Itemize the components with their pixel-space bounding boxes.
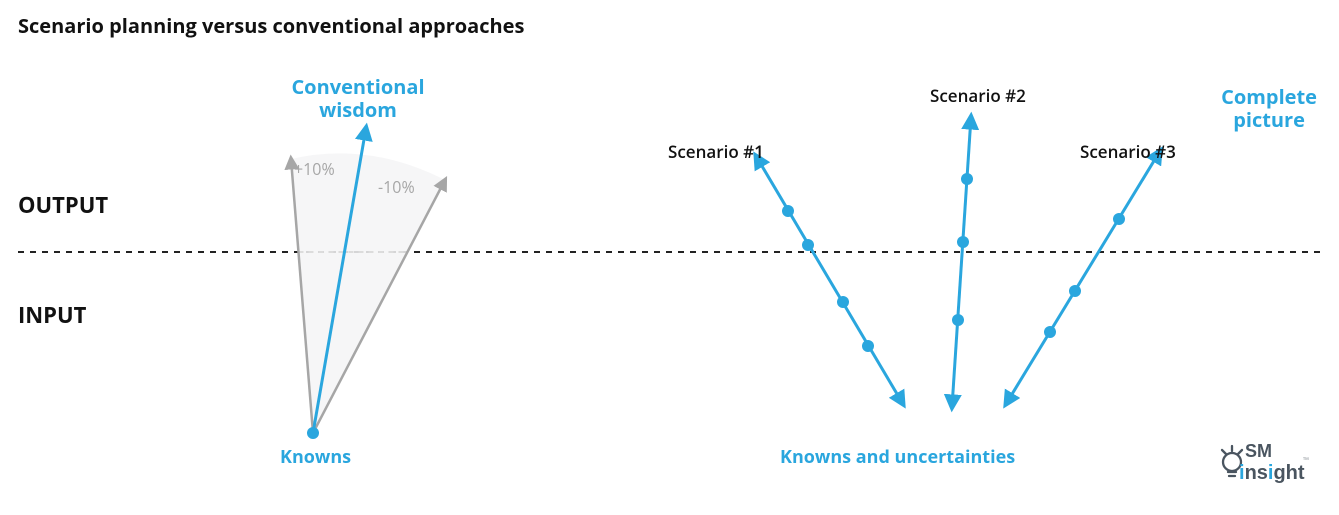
scenario-1-dot-3 [802,239,814,251]
minus10-label: -10% [378,176,415,198]
svg-text:™: ™ [1303,455,1309,466]
scenario-3-dot-3 [1113,213,1125,225]
conventional-wisdom-title-line2: wisdom [268,98,448,121]
conventional-origin-dot [307,427,319,439]
scenario-arrow-3 [1006,151,1160,404]
diagram-canvas [0,0,1339,515]
scenario-1-dot-4 [782,205,794,217]
conventional-fan-fill [291,153,445,433]
scenario-3-dot-2 [1069,285,1081,297]
scenario-1-dot-2 [837,296,849,308]
logo-sm-text: SM [1245,441,1272,461]
scenario3-label: Scenario #3 [1080,140,1176,163]
complete-picture-title: Complete picture [1221,85,1317,131]
scenario-2-dot-1 [952,314,964,326]
scenario1-label: Scenario #1 [668,140,764,163]
scenario-arrow-2 [952,117,971,407]
knowns-uncertainties-label: Knowns and uncertainties [780,445,1015,469]
scenario-1-dot-1 [862,340,874,352]
complete-picture-line1: Complete [1221,85,1317,108]
plus10-label: +10% [294,158,335,180]
conventional-wisdom-title: Conventional wisdom [268,75,448,121]
scenario-arrow-1 [756,156,903,404]
scenario-3-dot-1 [1044,326,1056,338]
svg-text:insight: insight [1239,462,1305,484]
knowns-label: Knowns [280,445,351,469]
scenario-2-dot-2 [957,236,969,248]
scenario2-label: Scenario #2 [930,84,1026,107]
scenario-2-dot-3 [961,173,973,185]
sm-insight-logo: SM insight ™ [1219,437,1309,485]
conventional-wisdom-title-line1: Conventional [268,75,448,98]
complete-picture-line2: picture [1221,108,1317,131]
